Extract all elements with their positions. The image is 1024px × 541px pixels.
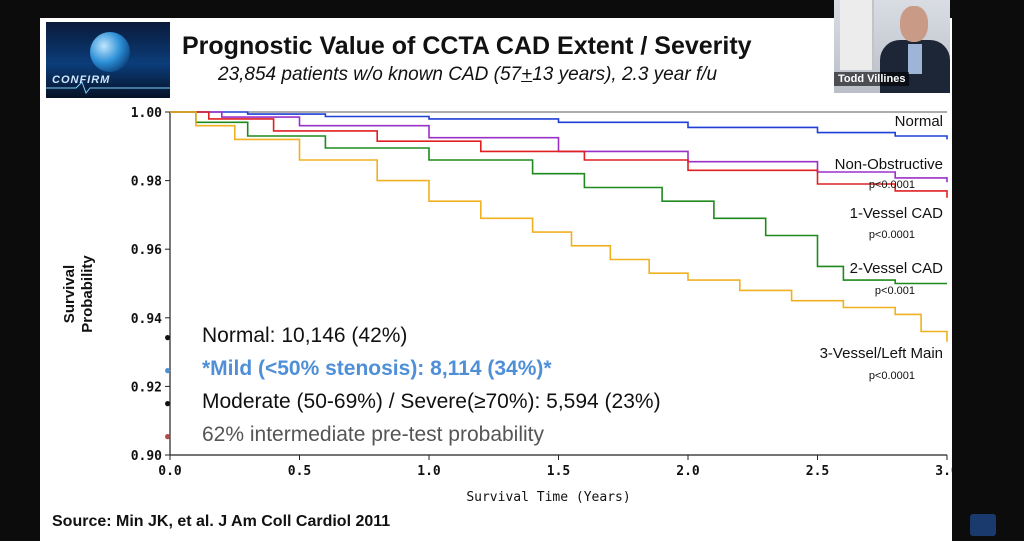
pvalue-label-2-vessel-cad: p<0.001 (875, 285, 915, 297)
y-tick-label: 0.90 (131, 449, 162, 464)
bullet-text: 62% intermediate pre-test probability (202, 423, 545, 446)
participant-video-tile[interactable]: Todd Villines (834, 0, 950, 93)
x-tick-label: 1.5 (547, 464, 570, 479)
participant-name-label: Todd Villines (834, 72, 910, 86)
x-tick-label: 2.0 (676, 464, 700, 479)
survival-line-normal (170, 111, 948, 140)
x-axis-label: Survival Time (Years) (466, 490, 630, 505)
university-seal-icon (970, 514, 996, 536)
y-tick-label: 0.98 (131, 175, 162, 190)
y-tick-label: 1.00 (131, 106, 162, 121)
x-tick-label: 1.0 (417, 464, 441, 479)
y-axis-label-word: Probability (79, 255, 96, 333)
bullet-text: Normal: 10,146 (42%) (202, 324, 408, 347)
logo-text: CONFIRM (52, 74, 111, 86)
y-axis-label-word: Survival (61, 265, 78, 323)
subtitle-plus-minus: + (521, 64, 533, 85)
x-tick-label: 0.0 (158, 464, 182, 479)
pvalue-label-non-obstructive: p<0.0001 (869, 179, 915, 191)
x-tick-label: 2.5 (806, 464, 829, 479)
bullet-dot: ● (164, 363, 172, 377)
y-tick-label: 0.94 (131, 312, 162, 327)
series-label-2-vessel-cad: 2-Vessel CAD (850, 260, 944, 277)
confirm-logo: CONFIRM (46, 22, 170, 98)
bullet-dot: ● (164, 429, 172, 443)
globe-icon (90, 32, 130, 72)
bullet-dot: ● (164, 396, 172, 410)
pvalue-label-1-vessel-cad: p<0.0001 (869, 229, 915, 241)
slide-subtitle: 23,854 patients w/o known CAD (57+13 yea… (218, 64, 717, 86)
participant-shirt (908, 44, 922, 74)
pvalue-label-3-vessel-left-main: p<0.0001 (869, 370, 915, 382)
survival-line-3-vessel-left-main (170, 111, 948, 342)
y-tick-label: 0.92 (131, 380, 162, 395)
survival-line-2-vessel-cad (170, 111, 947, 285)
series-label-normal: Normal (895, 113, 943, 130)
bullet-dot: ● (164, 330, 172, 344)
series-label-1-vessel-cad: 1-Vessel CAD (850, 205, 944, 222)
subtitle-prefix: 23,854 patients w/o known CAD (57 (218, 64, 522, 85)
x-tick-label: 3.0 (935, 464, 952, 479)
bullet-text: Moderate (50-69%) / Severe(≥70%): 5,594 … (202, 390, 661, 413)
participant-head (900, 6, 928, 42)
background-door (840, 0, 874, 70)
series-label-3-vessel-left-main: 3-Vessel/Left Main (820, 345, 943, 362)
y-axis-label: SurvivalProbability (61, 255, 96, 333)
slide-title: Prognostic Value of CCTA CAD Extent / Se… (182, 32, 752, 60)
source-citation: Source: Min JK, et al. J Am Coll Cardiol… (52, 513, 391, 530)
survival-chart: 0.90 0.92 0.94 0.96 0.98 1.00 0.0 0.5 1.0 1.5 2.0 2… (61, 106, 952, 505)
subtitle-suffix: 13 years), 2.3 year f/u (532, 64, 718, 85)
bullet-text: *Mild (<50% stenosis): 8,114 (34%)* (202, 357, 552, 380)
ecg-line-icon (46, 81, 170, 94)
survival-line-1-vessel-cad (170, 111, 948, 198)
x-tick-label: 0.5 (288, 464, 311, 479)
presentation-slide: CONFIRM Prognostic Value of CCTA CAD Ext… (40, 18, 952, 541)
series-label-non-obstructive: Non-Obstructive (835, 156, 943, 173)
y-tick-label: 0.96 (131, 243, 162, 258)
zoom-watermark: zoom (808, 487, 930, 540)
